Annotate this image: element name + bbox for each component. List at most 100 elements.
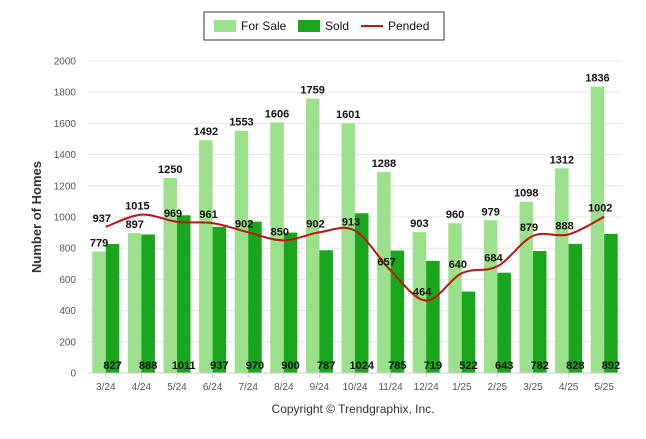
bar-for-sale (199, 140, 213, 373)
value-label-for-sale: 1606 (265, 108, 289, 120)
bar-sold (604, 234, 618, 373)
value-label-sold: 719 (424, 360, 442, 372)
x-tick-label: 7/24 (238, 382, 258, 393)
legend: For Sale Sold Pended (204, 12, 444, 40)
bar-sold (248, 222, 262, 373)
y-tick-label: 600 (59, 275, 76, 286)
value-label-sold: 937 (210, 360, 228, 372)
value-label-sold: 892 (602, 360, 620, 372)
x-tick-label: 5/24 (167, 382, 187, 393)
value-label-for-sale: 1836 (585, 73, 609, 85)
bar-for-sale (128, 233, 141, 373)
bar-sold (284, 233, 298, 373)
bar-sold (391, 251, 405, 373)
x-tick-label: 12/24 (414, 382, 439, 393)
bar-sold (497, 273, 511, 373)
bar-sold (569, 244, 583, 373)
x-axis: 3/24 4/24 5/24 6/24 7/24 8/24 9/24 10/24 11/24 12… (96, 373, 614, 393)
x-tick-label: 10/24 (342, 382, 367, 393)
y-tick-label: 200 (59, 337, 76, 348)
value-label-sold: 782 (531, 360, 549, 372)
bar-sold (177, 215, 191, 373)
value-label-pended: 888 (555, 220, 573, 232)
bar-for-sale (484, 220, 498, 373)
value-label-sold: 785 (388, 360, 406, 372)
value-label-for-sale: 960 (446, 209, 464, 221)
value-label-pended: 684 (484, 252, 503, 264)
value-label-sold: 900 (281, 360, 299, 372)
y-tick-label: 1000 (54, 213, 77, 224)
y-tick-label: 1200 (54, 181, 77, 192)
value-label-sold: 888 (139, 360, 157, 372)
legend-swatch-sold (298, 20, 320, 32)
bar-for-sale (448, 223, 462, 373)
bar-for-sale (235, 131, 249, 373)
value-label-for-sale: 1553 (229, 117, 253, 129)
value-label-sold: 1011 (172, 360, 196, 372)
value-label-for-sale: 1759 (300, 85, 324, 97)
y-axis-title: Number of Homes (29, 161, 44, 273)
value-label-sold: 787 (317, 360, 335, 372)
legend-swatch-for-sale (214, 20, 236, 32)
y-tick-label: 2000 (54, 57, 77, 68)
value-label-for-sale: 1288 (372, 158, 396, 170)
bar-for-sale (591, 87, 605, 373)
value-label-for-sale: 1098 (514, 188, 538, 200)
x-tick-label: 11/24 (378, 382, 403, 393)
value-label-for-sale: 779 (90, 237, 108, 249)
bar-for-sale (413, 232, 427, 373)
value-label-sold: 827 (103, 360, 121, 372)
x-tick-label: 6/24 (203, 382, 223, 393)
value-label-for-sale: 979 (481, 206, 499, 218)
bar-sold (141, 234, 155, 373)
x-tick-label: 5/25 (594, 382, 614, 393)
value-label-pended: 902 (306, 218, 324, 230)
x-tick-label: 2/25 (488, 382, 508, 393)
x-tick-label: 3/25 (523, 382, 543, 393)
value-label-pended: 969 (164, 208, 182, 220)
value-label-pended: 640 (449, 259, 467, 271)
value-label-for-sale: 1312 (550, 154, 574, 166)
value-label-pended: 1015 (125, 201, 149, 213)
y-tick-label: 1600 (54, 119, 77, 130)
bar-for-sale (377, 172, 391, 373)
bar-sold (533, 251, 547, 373)
y-tick-label: 400 (59, 306, 76, 317)
bar-sold (319, 250, 333, 373)
y-tick-label: 1800 (54, 88, 77, 99)
bar-sold (426, 261, 440, 373)
value-label-pended: 464 (413, 287, 432, 299)
value-label-sold: 828 (566, 360, 584, 372)
bar-sold (213, 227, 227, 373)
value-label-pended: 879 (520, 222, 538, 234)
bar-for-sale (92, 251, 106, 373)
value-label-for-sale: 903 (410, 218, 428, 230)
legend-label-sold: Sold (325, 19, 349, 33)
value-label-for-sale: 1250 (158, 164, 182, 176)
x-tick-label: 9/24 (310, 382, 330, 393)
value-label-pended: 961 (199, 209, 217, 221)
y-tick-label: 800 (59, 244, 76, 255)
y-tick-label: 1400 (54, 150, 77, 161)
value-label-for-sale: 1601 (336, 109, 360, 121)
x-tick-label: 4/24 (132, 382, 152, 393)
value-label-pended: 937 (93, 213, 111, 225)
x-tick-label: 4/25 (559, 382, 579, 393)
bar-for-sale (555, 168, 569, 373)
value-label-pended: 902 (235, 218, 253, 230)
value-label-sold: 643 (495, 360, 513, 372)
legend-label-pended: Pended (388, 19, 429, 33)
x-tick-label: 3/24 (96, 382, 116, 393)
legend-label-for-sale: For Sale (241, 19, 287, 33)
value-label-pended: 850 (271, 226, 289, 238)
value-label-sold: 970 (246, 360, 264, 372)
value-label-pended: 657 (377, 257, 395, 269)
copyright-text: Copyright © Trendgraphix, Inc. (272, 402, 435, 416)
x-tick-label: 8/24 (274, 382, 294, 393)
value-label-sold: 522 (459, 360, 477, 372)
value-label-sold: 1024 (350, 360, 375, 372)
bar-for-sale (342, 123, 356, 373)
